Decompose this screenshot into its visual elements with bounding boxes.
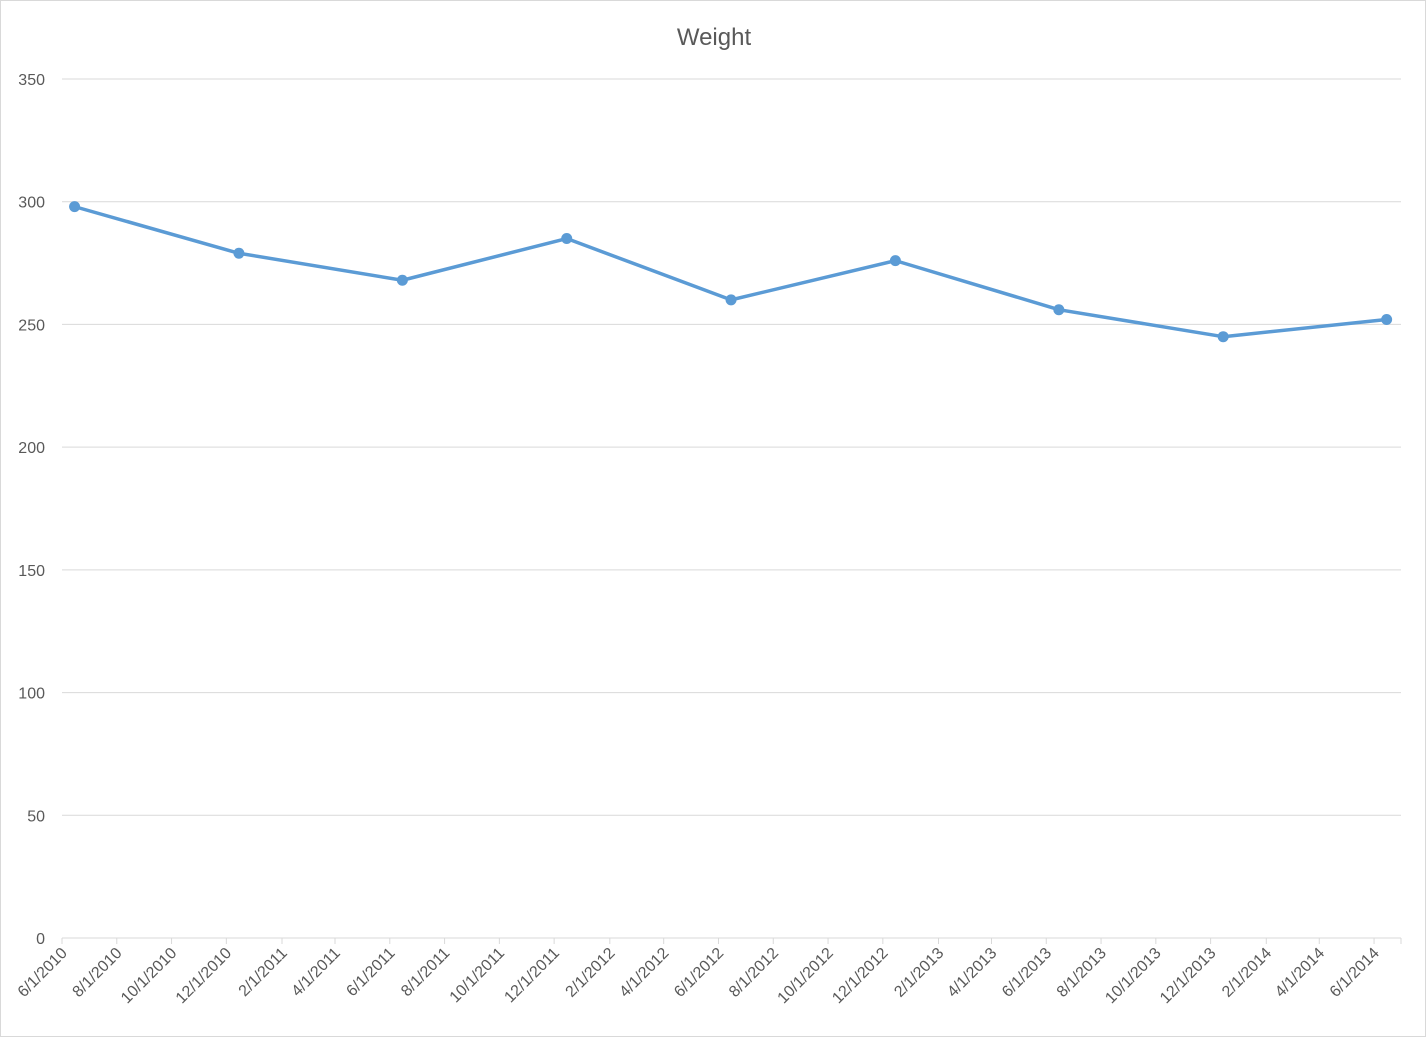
x-tick-label: 2/1/2014: [1219, 945, 1275, 1001]
y-tick-label: 100: [18, 686, 45, 703]
data-point: [561, 233, 573, 245]
chart-title: Weight: [677, 24, 752, 51]
data-point: [1053, 304, 1065, 316]
data-point: [69, 201, 81, 213]
x-tick-label: 6/1/2013: [999, 945, 1055, 1001]
x-tick-label: 10/1/2010: [118, 945, 180, 1007]
x-tick-label: 8/1/2010: [70, 945, 126, 1001]
y-tick-label: 150: [18, 563, 45, 580]
x-tick-label: 6/1/2014: [1327, 945, 1383, 1001]
y-tick-label: 300: [18, 195, 45, 212]
x-tick-label: 6/1/2011: [343, 945, 398, 1000]
x-tick-label: 12/1/2011: [501, 945, 563, 1007]
x-tick-label: 4/1/2011: [289, 945, 344, 1000]
data-point: [1381, 314, 1393, 326]
y-tick-label: 250: [18, 317, 45, 334]
x-tick-label: 4/1/2013: [944, 945, 1000, 1001]
y-tick-label: 50: [27, 808, 45, 825]
data-point: [1217, 331, 1229, 343]
x-tick-label: 10/1/2012: [775, 945, 837, 1007]
data-point: [889, 255, 901, 267]
x-tick-label: 4/1/2014: [1272, 945, 1328, 1001]
x-tick-label: 12/1/2013: [1157, 945, 1219, 1007]
x-tick-label: 2/1/2013: [891, 945, 947, 1001]
x-tick-label: 12/1/2012: [829, 945, 891, 1007]
x-tick-label: 6/1/2012: [671, 945, 727, 1001]
data-point: [396, 274, 408, 286]
x-tick-label: 8/1/2012: [726, 945, 782, 1001]
x-tick-label: 2/1/2012: [563, 945, 619, 1001]
x-tick-label: 10/1/2011: [447, 945, 509, 1007]
data-point: [725, 294, 737, 306]
x-tick-label: 2/1/2011: [236, 945, 291, 1000]
x-tick-label: 10/1/2013: [1102, 945, 1164, 1007]
y-tick-label: 0: [36, 931, 45, 948]
x-tick-label: 4/1/2012: [616, 945, 672, 1001]
y-tick-label: 350: [18, 72, 45, 89]
x-tick-label: 6/1/2010: [15, 945, 71, 1001]
x-tick-label: 8/1/2011: [398, 945, 453, 1000]
data-point: [233, 247, 245, 259]
y-tick-label: 200: [18, 440, 45, 457]
x-tick-label: 12/1/2010: [173, 945, 235, 1007]
x-tick-label: 8/1/2013: [1054, 945, 1110, 1001]
series-line: [74, 204, 1387, 339]
